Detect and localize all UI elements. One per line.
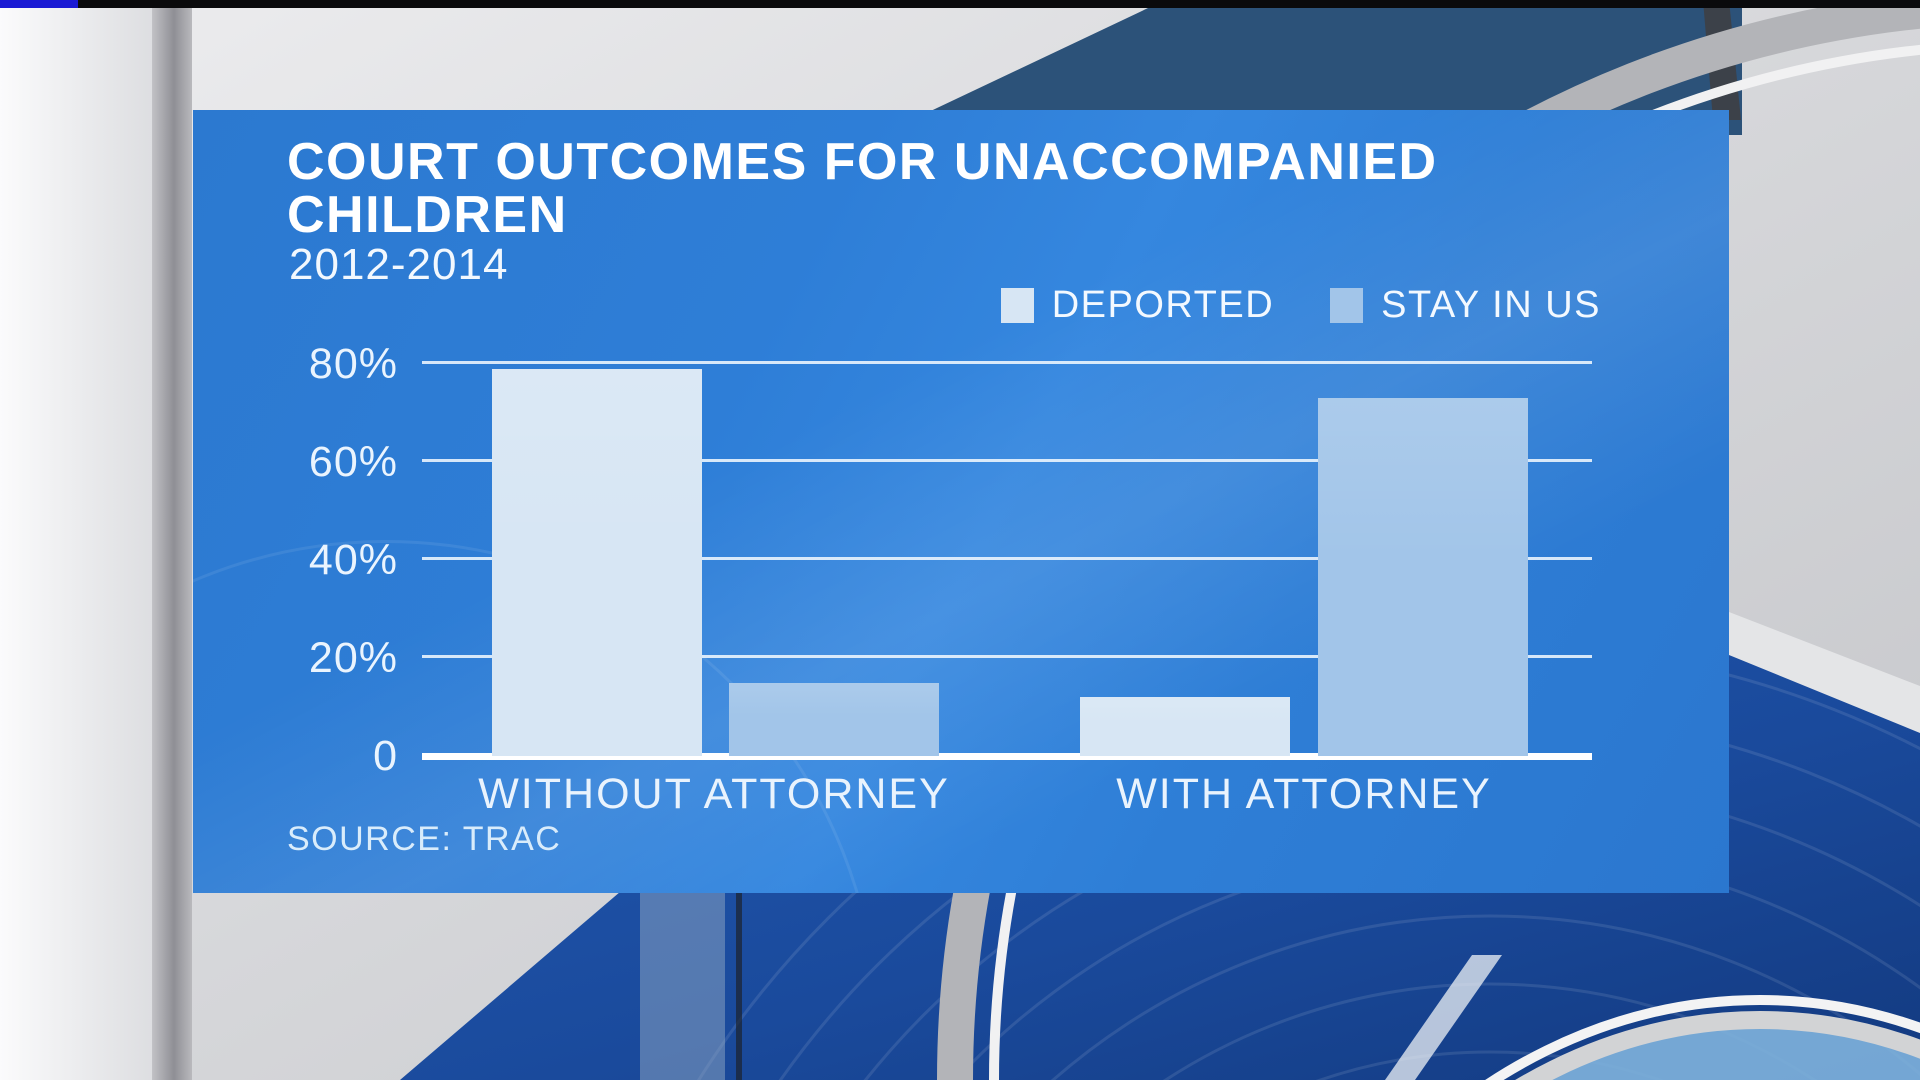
gridline-20: [422, 655, 1592, 658]
y-tick-40: 40%: [308, 536, 398, 584]
bar-stay-in-us-with-attorney: [1318, 398, 1528, 756]
x-label-with-attorney: WITH ATTORNEY: [1116, 770, 1492, 818]
legend-label-deported: DEPORTED: [1051, 284, 1275, 326]
chart-subtitle: 2012-2014: [289, 240, 509, 289]
navy-band: [880, 0, 1742, 135]
chart-title: COURT OUTCOMES FOR UNACCOMPANIED CHILDRE…: [287, 133, 1438, 245]
gridline-60: [422, 459, 1592, 462]
top-bar: [0, 0, 1920, 8]
gridline-40: [422, 557, 1592, 560]
y-tick-20: 20%: [308, 634, 398, 682]
source-note: SOURCE: TRAC: [287, 820, 562, 858]
legend-swatch-stay-in-us: [1330, 288, 1364, 323]
plot-area: 0 20% 40% 60% 80% WITHOUT ATTORNEY WITH ATTORN…: [309, 340, 1592, 818]
legend-item-stay-in-us: STAY IN US: [1330, 284, 1601, 327]
swoosh-ellipse: [1485, 995, 1920, 1080]
x-label-without-attorney: WITHOUT ATTORNEY: [478, 770, 950, 818]
x-axis-line: [422, 753, 1592, 760]
y-tick-0: 0: [373, 732, 398, 780]
y-tick-60: 60%: [308, 438, 398, 486]
legend-label-stay-in-us: STAY IN US: [1381, 284, 1601, 326]
chart-panel: COURT OUTCOMES FOR UNACCOMPANIED CHILDRE…: [193, 110, 1729, 893]
bar-deported-without-attorney: [492, 368, 702, 757]
legend-swatch-deported: [1000, 288, 1034, 323]
top-bar-accent: [0, 0, 78, 8]
studio-column: [0, 0, 152, 1080]
bar-deported-with-attorney: [1080, 697, 1290, 756]
gridline-80: [422, 361, 1592, 364]
bar-stay-in-us-without-attorney: [729, 682, 939, 756]
legend-item-deported: DEPORTED: [1000, 284, 1275, 327]
y-tick-80: 80%: [308, 340, 398, 388]
chart-legend: DEPORTED STAY IN US: [1000, 284, 1601, 327]
